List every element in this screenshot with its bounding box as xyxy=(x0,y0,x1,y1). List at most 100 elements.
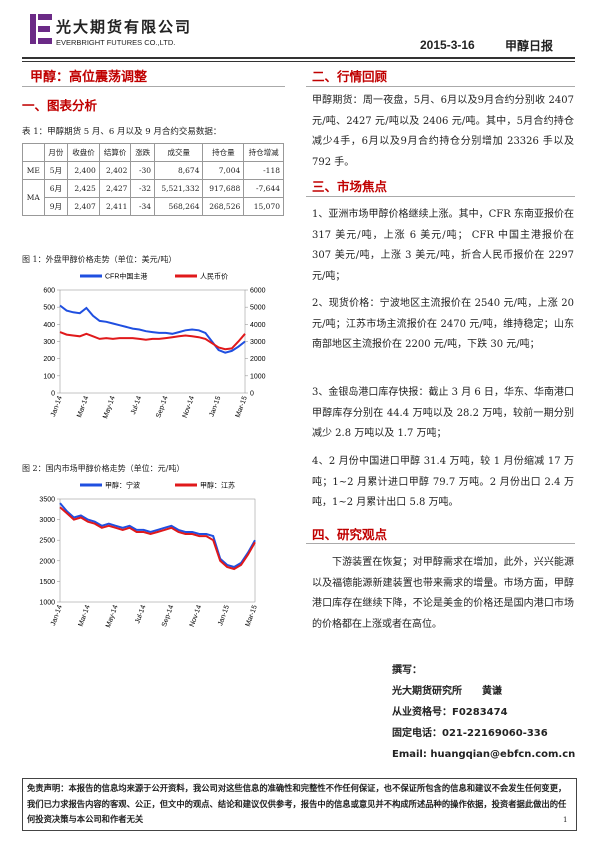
y2-tick-label: 1000 xyxy=(250,373,266,380)
y2-tick-label: 3000 xyxy=(250,339,266,346)
x-tick-label: Mar-15 xyxy=(245,604,259,627)
logo-icon xyxy=(30,14,52,44)
table-header-cell: 收盘价 xyxy=(67,143,100,162)
table-cell: -118 xyxy=(243,161,284,180)
series-line xyxy=(59,331,246,351)
series-line xyxy=(59,502,256,569)
author-phone: 固定电话：021-22169060-336 xyxy=(392,728,548,739)
author-org: 光大期货研究所 黄谦 xyxy=(392,686,502,697)
rule xyxy=(306,86,575,87)
author-email: Email: huangqian@ebfcn.com.cn xyxy=(392,749,576,760)
table-caption: 表 1：甲醇期货 5 月、6 月以及 9 月合约交易数据： xyxy=(22,127,222,137)
header-rule xyxy=(22,57,575,62)
rule xyxy=(306,196,575,197)
paragraph: 2、现货价格：宁波地区主流报价在 2540 元/吨，上涨 20 元/吨；江苏市场… xyxy=(312,298,574,350)
section-heading: 四、研究观点 xyxy=(312,527,388,542)
legend-label: 甲醇：江苏 xyxy=(200,481,235,490)
x-tick-label: Jul-14 xyxy=(130,395,143,415)
table-header-cell: 持仓量 xyxy=(202,143,245,162)
y-tick-label: 500 xyxy=(43,305,55,312)
table-cell: 568,264 xyxy=(154,197,204,216)
figure-caption: 图 1：外盘甲醇价格走势（单位：美元/吨） xyxy=(22,255,177,264)
company-en: EVERBRIGHT FUTURES CO.,LTD. xyxy=(56,38,176,47)
paragraph: 下游装置在恢复；对甲醇需求在增加，此外，兴兴能源以及福德能源新建装置也带来需求的… xyxy=(312,557,574,630)
paragraph: 1、亚洲市场甲醇价格继续上涨。其中，CFR 东南亚报价在 317 美元/吨，上涨… xyxy=(312,209,574,282)
table-cell: 2,400 xyxy=(67,161,100,180)
table-cell: -7,644 xyxy=(243,179,284,198)
legend-label: 甲醇：宁波 xyxy=(105,481,140,490)
table-header-cell: 月份 xyxy=(43,143,69,162)
y2-tick-label: 0 xyxy=(250,391,254,398)
author-license: 从业资格号：F0283474 xyxy=(392,707,508,718)
table-cell: 917,688 xyxy=(202,179,245,198)
table-cell: 7,004 xyxy=(202,161,245,180)
series-line xyxy=(59,506,256,571)
table-cell xyxy=(22,143,45,162)
table-group-cell: MA xyxy=(22,179,45,216)
section-heading: 一、图表分析 xyxy=(22,98,98,113)
table-cell: 268,526 xyxy=(202,197,245,216)
table-cell: 2,411 xyxy=(98,197,132,216)
x-tick-label: Mar-15 xyxy=(235,395,249,418)
y-tick-label: 200 xyxy=(43,356,55,363)
page-number: 1 xyxy=(563,816,568,824)
y-tick-label: 1500 xyxy=(39,579,55,586)
y-tick-label: 0 xyxy=(51,391,55,398)
table-cell: -32 xyxy=(130,179,156,198)
data-table: 月份 收盘价 结算价 涨跌 成交量 持仓量 持仓增减 ME 5月 2,400 2,402 -30 8,6… xyxy=(22,143,284,216)
section-heading: 二、行情回顾 xyxy=(312,69,388,84)
date: 2015-3-16 xyxy=(420,38,475,52)
table-cell: 2,402 xyxy=(98,161,132,180)
y2-tick-label: 6000 xyxy=(250,288,266,295)
doc-title: 甲醇：高位震荡调整 xyxy=(30,70,148,85)
rule xyxy=(22,86,285,87)
table-header-cell: 结算价 xyxy=(98,143,132,162)
plot-frame xyxy=(59,289,246,394)
table-cell: 2,425 xyxy=(67,179,100,198)
x-tick-label: Jan-15 xyxy=(209,395,223,418)
table-group-cell: ME xyxy=(22,161,45,180)
x-tick-label: Jan-15 xyxy=(217,604,231,627)
table-cell: 2,407 xyxy=(67,197,100,216)
y2-tick-label: 2000 xyxy=(250,356,266,363)
y-tick-label: 2000 xyxy=(39,558,55,565)
rule xyxy=(306,543,575,544)
table-row: ME 5月 2,400 2,402 -30 8,674 7,004 -118 xyxy=(22,161,284,180)
legend-label: CFR中国主港 xyxy=(105,272,147,281)
table-cell: 8,674 xyxy=(154,161,204,180)
chart: 1000 1500 2000 2500 3000 3500 Jan-14 Mar-14 May-… xyxy=(39,481,259,629)
x-tick-label: Jan-14 xyxy=(50,395,64,418)
x-tick-label: Mar-14 xyxy=(78,604,92,627)
y-tick-label: 2500 xyxy=(39,538,55,545)
author-label: 撰写： xyxy=(392,665,422,676)
x-tick-label: Sep-14 xyxy=(155,395,169,419)
table-header-cell: 涨跌 xyxy=(130,143,156,162)
paragraph: 甲醇期货：周一夜盘，5月、6月以及9月合约分别收 2407 元/吨、2427 元… xyxy=(312,95,574,168)
chart: 0100200300400500600010002000300040005000… xyxy=(43,272,266,420)
figure-caption: 图 2：国内市场甲醇价格走势（单位：元/吨） xyxy=(22,464,185,473)
table-cell: -34 xyxy=(130,197,156,216)
x-tick-label: May-14 xyxy=(105,604,120,628)
table-row: 9月 2,407 2,411 -34 568,264 268,526 15,070 xyxy=(23,197,284,216)
y-tick-label: 100 xyxy=(43,373,55,380)
x-tick-label: Jan-14 xyxy=(50,604,64,627)
company: 光大期货有限公司 xyxy=(56,18,193,36)
disclaimer: 免责声明：本报告的信息均来源于公开资料，我公司对这些信息的准确性和完整性不作任何… xyxy=(22,778,577,831)
y2-tick-label: 5000 xyxy=(250,305,266,312)
paragraph: 3、金银岛港口库存快报：截止 3 月 6 日，华东、华南港口甲醇库存分别在 44… xyxy=(312,387,574,439)
x-tick-label: May-14 xyxy=(102,395,117,419)
table-cell: 15,070 xyxy=(243,197,284,216)
table-cell: 9月 xyxy=(43,197,69,216)
y-tick-label: 300 xyxy=(43,339,55,346)
y-tick-label: 3500 xyxy=(39,497,55,504)
paragraph: 4、2 月份中国进口甲醇 31.4 万吨，较 1 月份缩减 17 万吨；1~2 … xyxy=(312,456,574,508)
y-tick-label: 600 xyxy=(43,288,55,295)
y-tick-label: 400 xyxy=(43,322,55,329)
section-heading: 三、市场焦点 xyxy=(312,179,388,194)
table-header-cell: 持仓增减 xyxy=(243,143,284,162)
x-tick-label: Nov-14 xyxy=(182,395,196,419)
table-row: 月份 收盘价 结算价 涨跌 成交量 持仓量 持仓增减 xyxy=(22,143,284,162)
plot-frame xyxy=(59,498,256,603)
report-name: 甲醇日报 xyxy=(505,39,554,53)
